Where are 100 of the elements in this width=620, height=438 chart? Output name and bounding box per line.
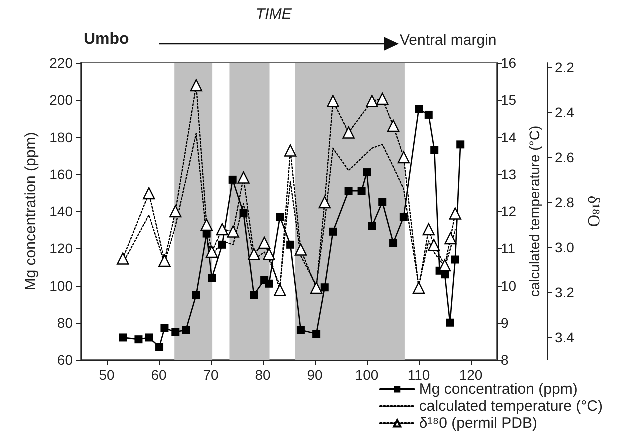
x-tick-label: 50 bbox=[99, 367, 115, 383]
point bbox=[134, 336, 143, 344]
point bbox=[294, 244, 308, 256]
point bbox=[428, 239, 440, 252]
point bbox=[329, 228, 338, 236]
point bbox=[228, 176, 237, 184]
point bbox=[344, 187, 353, 196]
point bbox=[358, 187, 366, 196]
point bbox=[390, 239, 398, 248]
point bbox=[320, 284, 329, 292]
text: Ventral margin bbox=[400, 32, 497, 49]
point bbox=[422, 223, 435, 236]
point bbox=[117, 252, 130, 265]
point bbox=[310, 282, 323, 294]
y3-tick-label: 3.2 bbox=[555, 284, 575, 300]
text: Umbo bbox=[84, 31, 130, 49]
point bbox=[415, 105, 423, 114]
point bbox=[156, 343, 164, 352]
point bbox=[208, 274, 216, 282]
y-tick-label: 60 bbox=[57, 352, 74, 368]
point bbox=[449, 208, 462, 220]
y2-tick-label: 16 bbox=[501, 55, 517, 71]
y2-tick-label: 10 bbox=[501, 278, 517, 294]
y-tick-label: 200 bbox=[50, 92, 74, 108]
point bbox=[444, 232, 457, 245]
point bbox=[446, 318, 454, 327]
y2-tick-label: 8 bbox=[501, 352, 509, 368]
y3-tick-label: 2.4 bbox=[555, 104, 575, 120]
y-tick-label: 160 bbox=[50, 166, 74, 182]
point bbox=[456, 140, 465, 149]
y2-tick-label: 13 bbox=[501, 166, 517, 182]
y3-tick-label: 2.2 bbox=[555, 60, 575, 76]
point bbox=[376, 92, 389, 106]
x-tick-label: 120 bbox=[459, 367, 483, 383]
x-tick-label: 110 bbox=[408, 367, 430, 383]
point bbox=[190, 79, 203, 92]
point bbox=[424, 110, 433, 119]
point bbox=[312, 330, 321, 338]
y3-axis-title: δ¹⁸O bbox=[584, 196, 604, 228]
point bbox=[160, 324, 169, 332]
y3-tick-label: 2.8 bbox=[555, 194, 575, 210]
point bbox=[250, 291, 258, 300]
point bbox=[387, 120, 400, 132]
point bbox=[172, 328, 180, 336]
point bbox=[258, 236, 271, 250]
point bbox=[327, 95, 340, 108]
point bbox=[398, 151, 410, 164]
point bbox=[284, 144, 297, 157]
point bbox=[170, 205, 182, 218]
y2-tick-label: 14 bbox=[501, 129, 517, 146]
point bbox=[276, 213, 284, 222]
point bbox=[182, 326, 190, 334]
point bbox=[430, 146, 439, 154]
point bbox=[216, 223, 229, 236]
point bbox=[378, 198, 387, 206]
point bbox=[227, 226, 240, 238]
y-tick-label: 100 bbox=[50, 278, 74, 294]
point bbox=[363, 168, 371, 177]
y3-tick-label: 3.4 bbox=[555, 330, 575, 346]
legend-label: calculated temperature (°C) bbox=[419, 398, 604, 415]
y2-tick-label: 9 bbox=[501, 314, 509, 331]
point bbox=[248, 248, 260, 260]
x-tick-label: 80 bbox=[255, 367, 271, 383]
point bbox=[274, 284, 286, 296]
point bbox=[296, 326, 305, 334]
legend-label: δ¹⁸0 (permil PDB) bbox=[419, 415, 538, 432]
point bbox=[412, 282, 426, 294]
point bbox=[263, 248, 276, 260]
point bbox=[265, 280, 274, 288]
point bbox=[366, 95, 378, 108]
point bbox=[342, 126, 355, 139]
point bbox=[286, 240, 295, 249]
text: TIME bbox=[256, 6, 292, 23]
x-tick-label: 60 bbox=[151, 367, 167, 383]
y2-tick-label: 15 bbox=[501, 92, 517, 108]
y-tick-label: 80 bbox=[57, 314, 74, 331]
point bbox=[145, 334, 154, 342]
x-tick-label: 70 bbox=[203, 367, 219, 383]
point bbox=[206, 246, 218, 258]
x-tick-label: 90 bbox=[307, 367, 323, 383]
point bbox=[368, 222, 376, 230]
y2-tick-label: 11 bbox=[501, 240, 516, 257]
y-tick-label: 140 bbox=[50, 204, 74, 220]
point bbox=[192, 291, 200, 300]
y-axis-title: Mg concentration (ppm) bbox=[22, 132, 40, 291]
point bbox=[318, 196, 331, 209]
y3-tick-label: 2.6 bbox=[555, 150, 575, 166]
y2-axis-title: calculated temperature (°C) bbox=[526, 126, 542, 298]
x-tick-label: 100 bbox=[355, 367, 379, 383]
point bbox=[119, 334, 128, 342]
y-tick-label: 120 bbox=[50, 240, 74, 257]
legend-label: Mg concentration (ppm) bbox=[419, 381, 578, 398]
y-tick-label: 180 bbox=[50, 129, 74, 146]
point bbox=[158, 254, 171, 268]
point bbox=[143, 187, 156, 200]
point bbox=[400, 213, 408, 222]
point bbox=[451, 256, 460, 264]
y-tick-label: 220 bbox=[50, 55, 74, 71]
point bbox=[238, 172, 250, 184]
y2-tick-label: 12 bbox=[501, 204, 517, 220]
